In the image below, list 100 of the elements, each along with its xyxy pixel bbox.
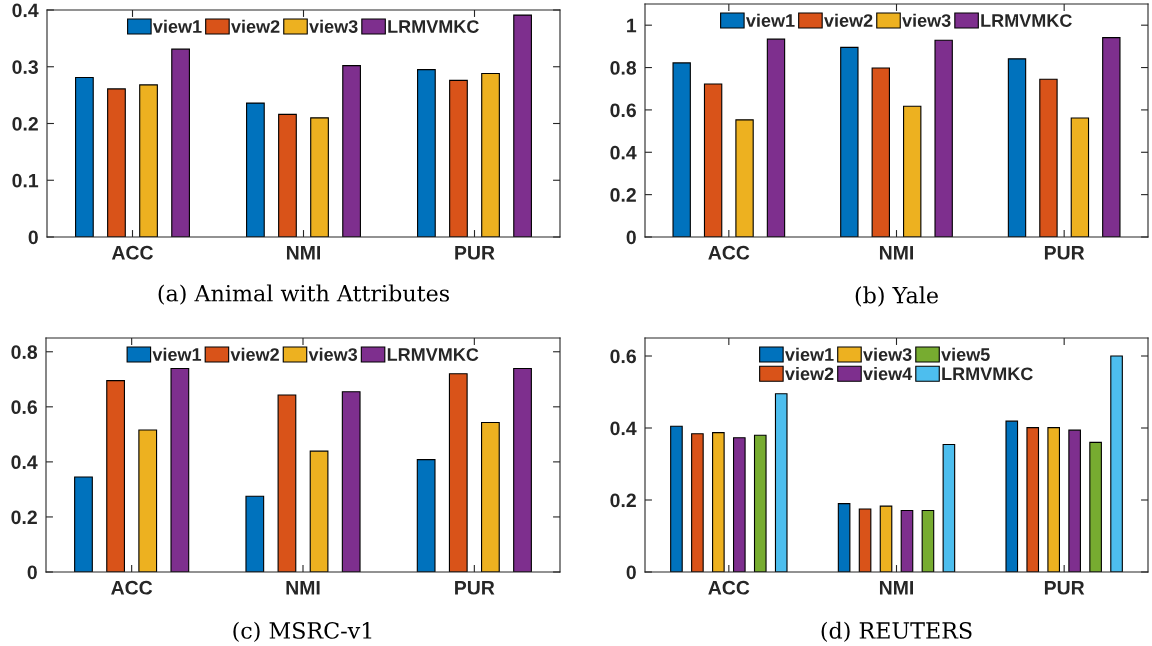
bar <box>840 46 859 237</box>
legend-label: LRMVMKC <box>942 367 1033 381</box>
bar <box>138 429 158 572</box>
bar <box>1026 427 1040 572</box>
y-tick-label: 0 <box>626 230 636 245</box>
y-tick-label: 0.1 <box>12 173 39 188</box>
y-tick-label: 0.2 <box>610 493 636 508</box>
y-tick-label: 0.8 <box>610 61 637 75</box>
y-tick-label: 0.6 <box>11 400 37 415</box>
bar <box>417 69 436 237</box>
legend-label: LRMVMKC <box>387 348 479 361</box>
bar <box>774 393 788 572</box>
bar <box>712 432 725 572</box>
text: (c) MSRC-v1 <box>233 621 372 643</box>
y-tick-label: 0.6 <box>610 349 636 364</box>
legend-label: view3 <box>902 13 951 27</box>
y-tick-label: 0.2 <box>12 116 38 131</box>
legend-label: view1 <box>745 13 795 27</box>
y-tick-label: 0 <box>27 565 37 580</box>
legend-label: view1 <box>785 347 834 361</box>
bar <box>703 83 723 237</box>
bar <box>766 38 786 237</box>
text: (a) Animal with Attributes <box>158 284 450 305</box>
x-tick-label: ACC <box>708 580 750 595</box>
bar <box>879 505 893 572</box>
x-tick-label: NMI <box>879 581 914 595</box>
y-tick-label: 0.4 <box>610 421 637 436</box>
bar <box>837 503 851 572</box>
bar <box>672 62 691 237</box>
legend-label: view3 <box>308 347 358 361</box>
y-tick-label: 0.4 <box>11 455 38 470</box>
bar <box>1039 78 1058 237</box>
y-tick-label: 0 <box>626 565 636 580</box>
y-tick-label: 0.4 <box>12 3 39 18</box>
legend-label: LRMVMKC <box>388 20 479 33</box>
bar <box>691 433 704 572</box>
bar <box>732 437 746 572</box>
bar <box>934 39 953 237</box>
legend-label: view2 <box>785 366 834 381</box>
bar <box>170 368 190 572</box>
x-tick-label: PUR <box>455 581 495 595</box>
text: (b) Yale <box>855 286 938 307</box>
legend-label: view2 <box>824 13 873 27</box>
bar <box>1102 37 1121 237</box>
bar <box>900 509 914 572</box>
bar <box>1068 429 1081 572</box>
bar <box>1070 117 1090 237</box>
bar <box>171 48 190 237</box>
bar <box>513 14 532 237</box>
bar <box>1110 355 1123 572</box>
x-tick-label: NMI <box>286 246 321 260</box>
y-tick-label: 0 <box>28 230 38 245</box>
bar <box>670 425 683 572</box>
bar <box>481 73 500 237</box>
x-tick-label: ACC <box>111 580 153 595</box>
bar <box>448 373 468 572</box>
x-tick-label: PUR <box>1044 246 1085 260</box>
y-tick-label: 0.8 <box>11 345 38 359</box>
bar <box>245 495 265 572</box>
bar <box>449 79 468 237</box>
bar <box>310 117 329 237</box>
legend-label: view1 <box>152 347 202 361</box>
bar <box>106 380 125 572</box>
legend-label: view1 <box>152 19 202 33</box>
legend-label: view4 <box>863 366 913 381</box>
bar <box>858 508 872 572</box>
bar <box>341 391 361 572</box>
bar <box>753 434 767 572</box>
bar <box>481 421 500 572</box>
bar <box>246 102 265 237</box>
text: (d) REUTERS <box>821 621 972 643</box>
legend-label: view2 <box>230 347 279 361</box>
bar <box>942 444 956 572</box>
bar <box>903 105 922 237</box>
bar <box>871 67 890 237</box>
bar <box>1005 420 1019 572</box>
bar <box>1047 427 1061 572</box>
bar <box>74 476 93 572</box>
x-tick-label: PUR <box>455 246 495 260</box>
legend-label: view5 <box>941 347 990 361</box>
bar <box>921 509 935 572</box>
bar <box>278 113 297 237</box>
bar <box>309 450 329 572</box>
x-tick-label: PUR <box>1044 581 1085 595</box>
bar <box>1089 441 1102 572</box>
bar <box>139 84 158 237</box>
y-tick-label: 1 <box>627 18 637 33</box>
x-tick-label: NMI <box>286 581 320 595</box>
bar <box>277 394 297 572</box>
y-tick-label: 0.6 <box>610 103 636 118</box>
x-tick-label: NMI <box>879 246 914 260</box>
x-tick-label: ACC <box>111 245 154 260</box>
bar <box>735 119 754 237</box>
legend-label: view3 <box>863 347 912 361</box>
bar <box>513 368 532 572</box>
bar <box>1007 58 1027 237</box>
bar <box>75 76 94 237</box>
x-tick-label: ACC <box>708 245 750 260</box>
legend-label: view3 <box>309 19 358 33</box>
bar <box>416 459 436 572</box>
